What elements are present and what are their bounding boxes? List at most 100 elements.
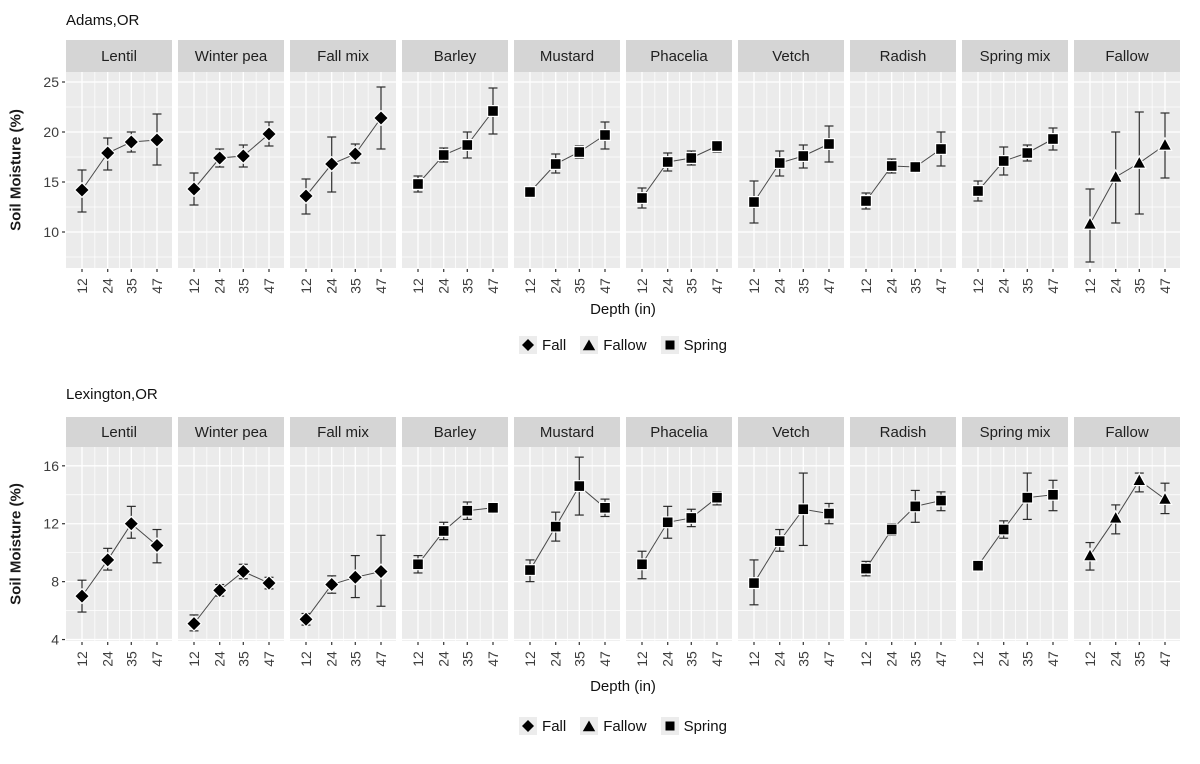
facet-barley: Barley 12 24 35 47 [402,40,508,294]
data-point [1046,488,1059,501]
x-tick-label: 35 [907,278,923,294]
data-point [859,562,872,575]
facet-strip-label: Fallow [1105,424,1149,441]
data-point [211,582,228,599]
facet-strip-label: Mustard [540,48,594,65]
chart-lexington: Lexington,OR Soil Moisture (%) 4 8 12 16 Len… [0,372,1200,764]
data-point [523,186,536,199]
x-tick-label: 47 [485,651,501,667]
facet-strip-label: Vetch [772,48,810,65]
series-line [1089,479,1166,556]
data-point [934,494,947,507]
data-point [260,125,278,143]
x-tick-label: 35 [235,278,251,294]
facet-lentil: Lentil 12 24 35 47 [66,40,172,294]
facet-panel [178,447,284,641]
facet-barley: Barley 12 24 35 47 [402,417,508,667]
facet-panel [514,447,620,641]
x-tick-label: 24 [660,278,676,294]
facet-strip [962,417,1068,447]
gridlines [514,447,620,641]
data-point [909,500,922,513]
facet-strip [66,40,172,72]
x-tick-label: 12 [858,278,874,294]
x-tick-label: 24 [1108,651,1124,667]
data-point [99,551,116,569]
legend-item-fallow: Fallow [580,336,647,354]
facet-mustard: Mustard 12 24 35 47 [514,417,620,667]
x-tick-label: 24 [772,651,788,667]
gridlines [962,447,1068,641]
x-tick-label: 35 [235,651,251,667]
series-line [81,139,158,191]
x-tick-label: 47 [373,278,389,294]
facet-strip [626,417,732,447]
x-tick-label: 12 [186,651,202,667]
data-point [372,563,390,580]
x-tick-label: 12 [74,651,90,667]
data-point [1082,215,1098,230]
data-point [123,515,140,532]
facet-fallow: Fallow 12 24 35 47 [1074,40,1180,294]
x-tick-label: 24 [324,278,340,294]
facet-strip [402,40,508,72]
data-point [323,155,340,173]
data-point [1021,491,1034,504]
y-axis: 4 8 12 16 [43,458,65,648]
facet-strip-label: Phacelia [650,48,708,65]
facet-radish: Radish 12 24 35 47 [850,417,956,667]
x-tick-label: 35 [571,651,587,667]
facet-panel [962,447,1068,641]
facet-panel [290,447,396,641]
x-tick-label: 12 [858,651,874,667]
data-point [598,501,611,514]
x-tick-label: 35 [1131,651,1147,667]
data-point [185,180,203,198]
x-tick-label: 24 [548,278,564,294]
legend-item-label: Fall [542,717,567,735]
legend-item-fallow: Fallow [580,717,647,735]
gridlines [962,72,1068,268]
x-tick-label: 12 [970,651,986,667]
x-tick-label: 47 [1045,278,1061,294]
x-tick-label: 24 [884,278,900,294]
facet-strip-label: Barley [434,48,477,65]
facet-strip [514,40,620,72]
facet-strip-label: Mustard [540,424,594,441]
x-tick-label: 12 [186,278,202,294]
x-tick-label: 12 [746,651,762,667]
facet-strip-label: Fall mix [317,424,369,441]
x-tick-label: 12 [1082,278,1098,294]
x-tick-label: 35 [123,278,139,294]
data-point [822,138,835,151]
series-line [417,507,494,565]
data-point [773,535,786,548]
gridlines [626,72,732,268]
facet-panel [850,72,956,268]
data-point [1082,547,1098,562]
data-point [685,152,698,165]
y-tick-label: 12 [43,516,59,532]
facet-strip [514,417,620,447]
legend-item-label: Fallow [603,717,647,735]
y-tick-label: 15 [43,174,59,190]
x-tick-label: 35 [907,651,923,667]
series-line [529,485,606,571]
data-point [822,507,835,520]
facet-radish: Radish 12 24 35 47 [850,40,956,294]
data-point [685,511,698,524]
x-tick-label: 12 [634,651,650,667]
data-point [461,139,474,152]
data-point [661,156,674,169]
x-tick-label: 47 [149,651,165,667]
series-line [193,570,270,624]
data-point [297,187,315,205]
data-point [372,109,390,127]
legend-item-label: Spring [683,717,727,735]
x-tick-label: 47 [1045,651,1061,667]
facet-strip [290,40,396,72]
triangle-icon [580,717,599,735]
data-point [1157,136,1173,151]
x-tick-label: 47 [933,651,949,667]
